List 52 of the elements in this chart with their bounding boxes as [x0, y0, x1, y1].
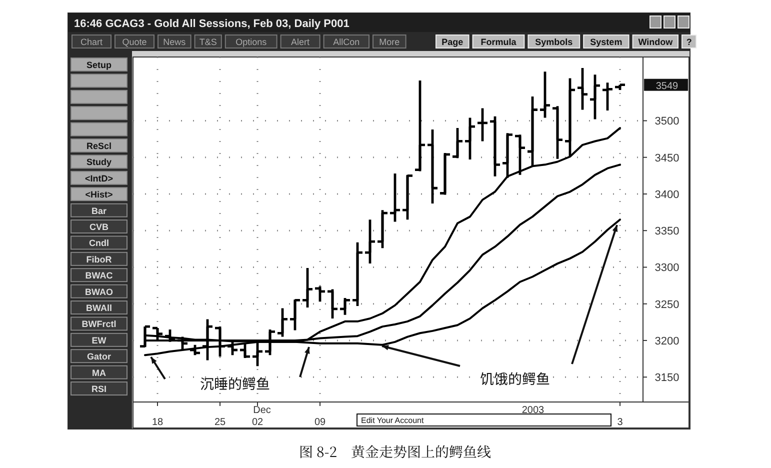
text: ReScl — [86, 141, 112, 151]
text: Study — [86, 157, 112, 168]
annotation: 沉睡的鳄鱼 — [200, 374, 270, 394]
text: BWAO — [85, 286, 113, 297]
y-tick-label: 3250 — [654, 298, 680, 311]
text: Bar — [91, 206, 107, 216]
text: RSI — [91, 384, 107, 394]
y-tick-label: 3200 — [654, 335, 680, 348]
text: CVB — [89, 222, 109, 232]
text: MA — [92, 368, 106, 378]
y-tick-label: 3350 — [654, 226, 680, 238]
text: FiboR — [86, 254, 112, 264]
text: ? — [686, 37, 692, 47]
text: T&S — [199, 37, 217, 47]
x-tick-label: 3 — [617, 417, 624, 428]
text: Page — [442, 37, 464, 47]
y-tick-label: 3450 — [654, 152, 680, 164]
x-tick-label: 18 — [152, 417, 164, 428]
text: Quote — [122, 37, 147, 47]
text: AllCon — [333, 37, 360, 47]
text: <Hist> — [85, 190, 113, 200]
text: Window — [638, 37, 674, 47]
text: Setup — [86, 60, 112, 70]
text: Gator — [86, 352, 112, 362]
text: <IntD> — [84, 173, 114, 184]
y-tick-label: 3150 — [654, 372, 680, 384]
text: Cndl — [89, 238, 109, 248]
x-tick-label: 09 — [314, 417, 326, 428]
caption: 图 8-2 黄金走势图上的鳄鱼线 — [298, 442, 492, 462]
text: More — [379, 37, 400, 47]
annotation: 饥饿的鳄鱼 — [480, 369, 550, 389]
text: Symbols — [535, 37, 573, 47]
text: Chart — [80, 37, 103, 47]
text: Dec — [253, 405, 271, 416]
text: Edit Your Account — [361, 416, 424, 425]
y-tick-label: 3400 — [654, 188, 680, 201]
text: BWAC — [85, 270, 114, 281]
text: 2003 — [522, 405, 545, 416]
text: 3549 — [656, 80, 679, 92]
text: System — [590, 37, 622, 47]
x-tick-label: 02 — [252, 417, 264, 428]
text: Formula — [480, 37, 518, 47]
text: Alert — [291, 37, 310, 47]
text: Options — [236, 37, 268, 47]
text: News — [163, 37, 186, 47]
chart-title: 16:46 GCAG3 - Gold All Sessions, Feb 03, Daily P001 — [74, 18, 350, 30]
text: BWAll — [86, 303, 112, 313]
text: EW — [92, 335, 107, 346]
x-tick-label: 25 — [214, 417, 226, 428]
y-tick-label: 3500 — [654, 116, 680, 128]
text: BWFrctl — [82, 319, 116, 330]
y-tick-label: 3300 — [654, 262, 680, 274]
